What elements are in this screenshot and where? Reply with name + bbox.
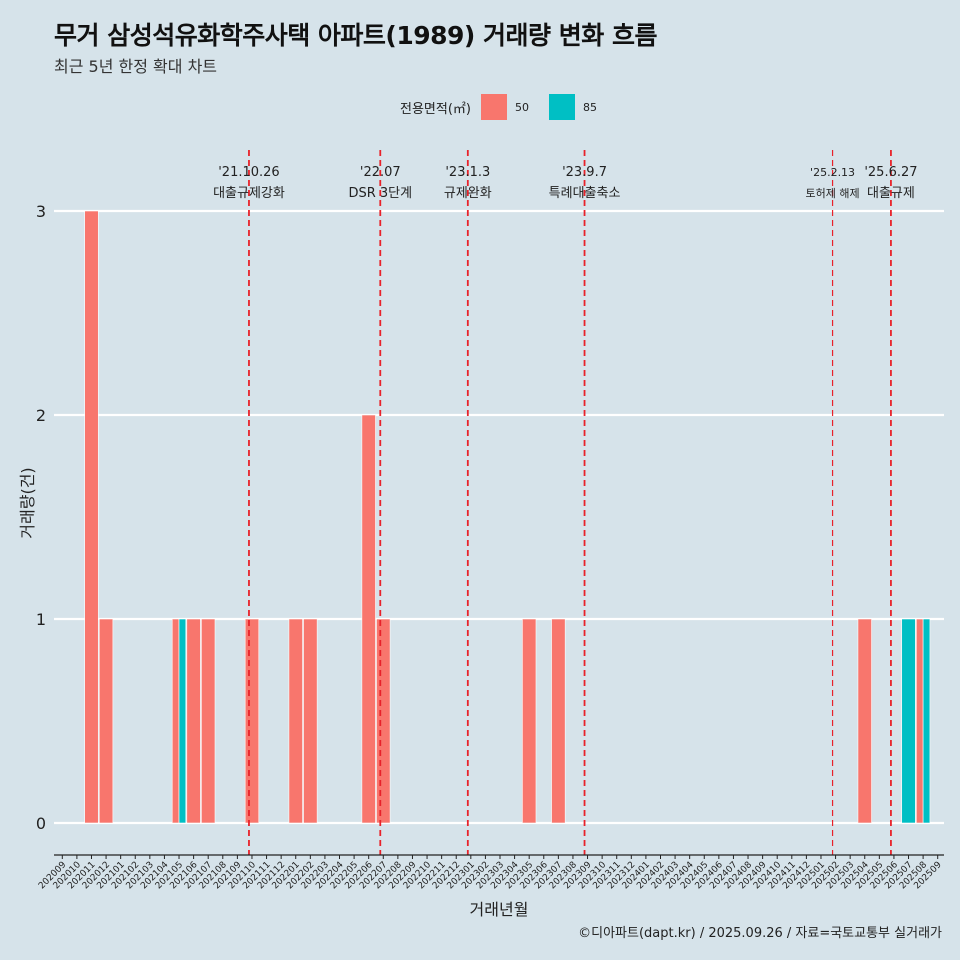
bar-50-202202 [303, 618, 318, 824]
bar-50-202011 [84, 210, 99, 824]
legend-swatch-85 [548, 94, 575, 120]
bar-50-202508 [916, 618, 924, 824]
annotation-label-2: 규제완화 [444, 186, 492, 201]
bar-50-202207 [376, 618, 391, 824]
bar-50-202307 [551, 618, 566, 824]
bar-85-202105 [178, 618, 187, 824]
annotation-date-3: '23.9.7 [562, 165, 607, 180]
annotation-label-5: 대출규제 [867, 186, 915, 201]
annotation-label-1: DSR 3단계 [348, 186, 412, 201]
legend-label-85: 85 [582, 100, 597, 114]
bar-50-202201 [288, 618, 303, 824]
y-tick-label-2: 2 [36, 406, 46, 425]
chart-title: 무거 삼성석유화학주사택 아파트(1989) 거래량 변화 흐름 [54, 21, 657, 50]
annotation-label-4: 토허제 해제 [806, 186, 860, 200]
legend-label-50: 50 [514, 100, 529, 114]
bar-85-202508 [922, 618, 931, 824]
annotation-date-2: '23.1.3 [445, 165, 490, 180]
bar-50-202305 [522, 618, 537, 824]
legend-swatch-50 [480, 94, 507, 120]
bar-50-202504 [857, 618, 872, 824]
bar-50-202105 [171, 618, 180, 824]
annotation-date-5: '25.6.27 [864, 165, 917, 180]
legend-title: 전용면적(㎡) [400, 101, 471, 117]
annotation-date-1: '22.07 [360, 165, 401, 180]
y-tick-label-3: 3 [36, 202, 46, 221]
y-tick-label-0: 0 [36, 814, 46, 833]
annotation-label-3: 특례대출축소 [549, 186, 621, 201]
annotation-date-4: '25.2.13 [810, 166, 855, 179]
caption: ©디아파트(dapt.kr) / 2025.09.26 / 자료=국토교통부 실… [578, 926, 942, 941]
x-axis-title: 거래년월 [470, 900, 529, 919]
y-axis-title: 거래량(건) [18, 467, 37, 538]
bar-50-202012 [98, 618, 114, 824]
legend: 전용면적(㎡) 50 85 [400, 93, 617, 121]
chart-subtitle: 최근 5년 한정 확대 차트 [54, 57, 218, 76]
annotation-label-0: 대출규제강화 [213, 186, 285, 201]
annotation-date-0: '21.10.26 [218, 165, 279, 180]
bar-50-202110 [244, 618, 260, 824]
bar-85-202507 [901, 618, 916, 824]
bar-50-202107 [201, 618, 216, 824]
bar-50-202106 [186, 618, 201, 824]
y-tick-label-1: 1 [36, 610, 46, 629]
bar-50-202206 [361, 414, 376, 824]
